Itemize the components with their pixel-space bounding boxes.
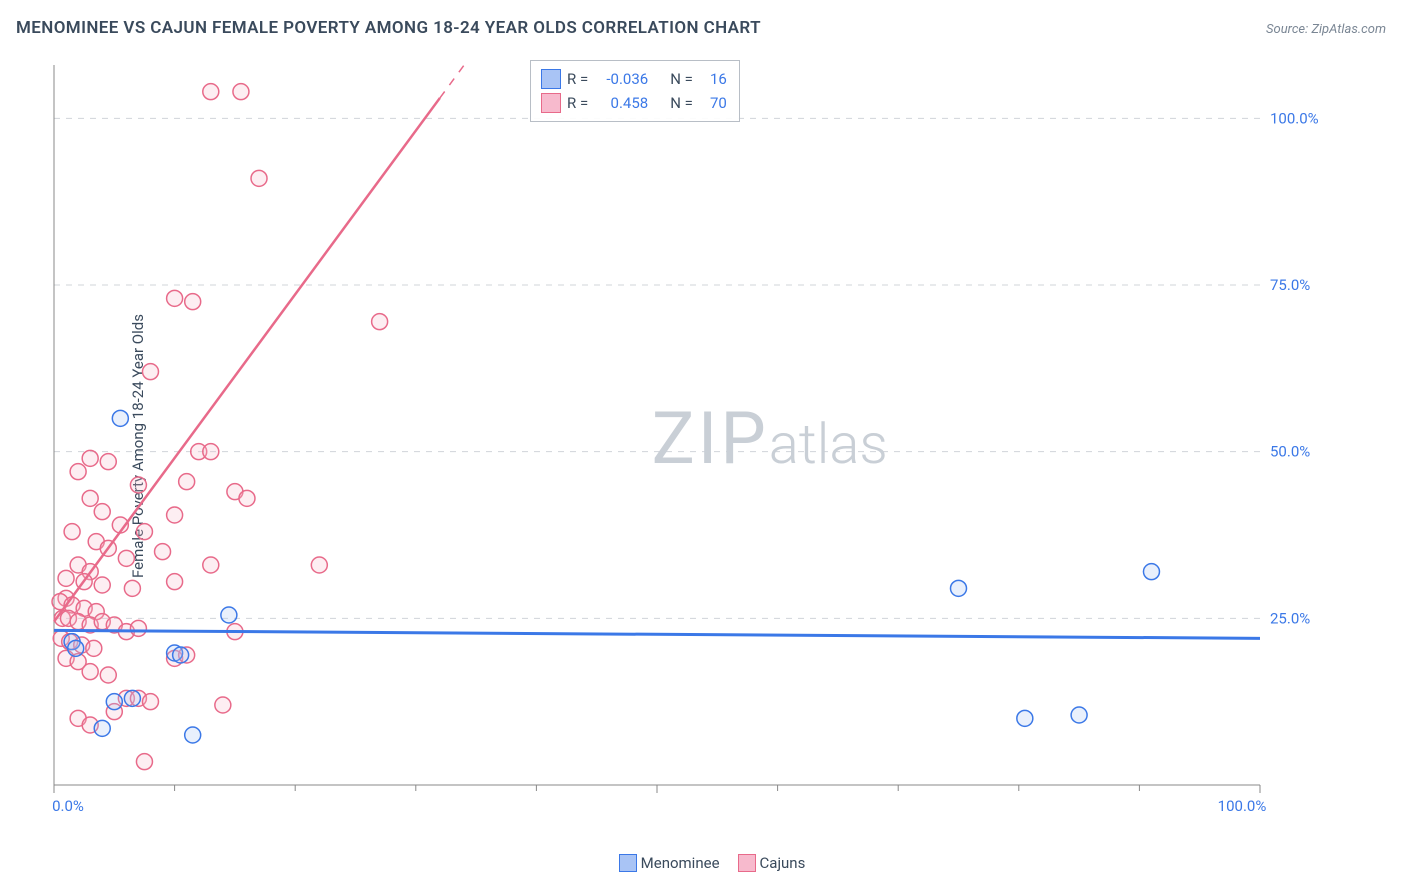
- legend-n-value: 70: [699, 94, 727, 112]
- y-tick-label: 50.0%: [1270, 443, 1310, 461]
- legend-series-label: Cajuns: [760, 854, 806, 872]
- data-point: [142, 694, 158, 710]
- stats-legend-row: R = -0.036 N = 16: [541, 67, 727, 91]
- legend-swatch: [541, 93, 561, 113]
- data-point: [1071, 707, 1087, 723]
- data-point: [130, 620, 146, 636]
- data-point: [58, 570, 74, 586]
- data-point: [124, 580, 140, 596]
- legend-n-label: N =: [670, 70, 693, 88]
- y-tick-label: 75.0%: [1270, 276, 1310, 294]
- y-tick-label: 100.0%: [1270, 109, 1319, 127]
- data-point: [179, 474, 195, 490]
- data-point: [94, 504, 110, 520]
- data-point: [1143, 564, 1159, 580]
- data-point: [70, 464, 86, 480]
- data-point: [106, 694, 122, 710]
- data-point: [136, 754, 152, 770]
- scatter-chart: 25.0% 50.0% 75.0% 100.0% ZIPatlas 0.0% 100.0%: [50, 55, 1330, 825]
- data-point: [64, 524, 80, 540]
- data-point: [94, 720, 110, 736]
- data-point: [372, 314, 388, 330]
- data-point: [221, 607, 237, 623]
- data-point: [124, 690, 140, 706]
- data-point: [251, 170, 267, 186]
- data-point: [155, 544, 171, 560]
- data-point: [100, 454, 116, 470]
- trend-line-dashed: [440, 65, 464, 98]
- legend-swatch: [738, 854, 756, 872]
- chart-title: MENOMINEE VS CAJUN FEMALE POVERTY AMONG …: [16, 18, 761, 38]
- source-attribution: Source: ZipAtlas.com: [1266, 22, 1386, 37]
- legend-r-value: 0.458: [594, 94, 648, 112]
- y-tick-label: 25.0%: [1270, 609, 1310, 627]
- data-point: [82, 664, 98, 680]
- data-point: [100, 667, 116, 683]
- data-point: [82, 450, 98, 466]
- data-point: [68, 640, 84, 656]
- data-point: [167, 290, 183, 306]
- data-point: [118, 550, 134, 566]
- legend-series-label: Menominee: [641, 854, 720, 872]
- x-tick-label: 0.0%: [52, 797, 84, 815]
- data-point: [136, 524, 152, 540]
- data-point: [82, 490, 98, 506]
- stats-legend: R = -0.036 N = 16 R = 0.458 N = 70: [530, 60, 740, 122]
- data-point: [167, 507, 183, 523]
- x-tick-label: 100.0%: [1218, 797, 1267, 815]
- plot-area: 25.0% 50.0% 75.0% 100.0% ZIPatlas 0.0% 100.0%: [50, 55, 1330, 825]
- legend-n-value: 16: [699, 70, 727, 88]
- data-point: [86, 640, 102, 656]
- source-name: ZipAtlas.com: [1311, 22, 1386, 37]
- data-point: [112, 410, 128, 426]
- legend-swatch: [541, 69, 561, 89]
- source-prefix: Source:: [1266, 22, 1311, 37]
- legend-r-label: R =: [567, 70, 588, 88]
- data-point: [215, 697, 231, 713]
- data-point: [1017, 710, 1033, 726]
- legend-n-label: N =: [670, 94, 693, 112]
- legend-swatch: [619, 854, 637, 872]
- data-point: [951, 580, 967, 596]
- stats-legend-row: R = 0.458 N = 70: [541, 91, 727, 115]
- data-point: [203, 444, 219, 460]
- watermark: ZIPatlas: [652, 396, 888, 481]
- data-point: [233, 84, 249, 100]
- legend-r-value: -0.036: [594, 70, 648, 88]
- data-point: [130, 477, 146, 493]
- data-point: [167, 574, 183, 590]
- data-point: [142, 364, 158, 380]
- series-legend: Menominee Cajuns: [0, 853, 1406, 872]
- trend-line: [54, 98, 440, 622]
- data-point: [173, 647, 189, 663]
- data-point: [311, 557, 327, 573]
- data-point: [185, 727, 201, 743]
- data-point: [185, 294, 201, 310]
- data-point: [203, 84, 219, 100]
- data-point: [94, 577, 110, 593]
- data-point: [203, 557, 219, 573]
- legend-r-label: R =: [567, 94, 588, 112]
- data-point: [239, 490, 255, 506]
